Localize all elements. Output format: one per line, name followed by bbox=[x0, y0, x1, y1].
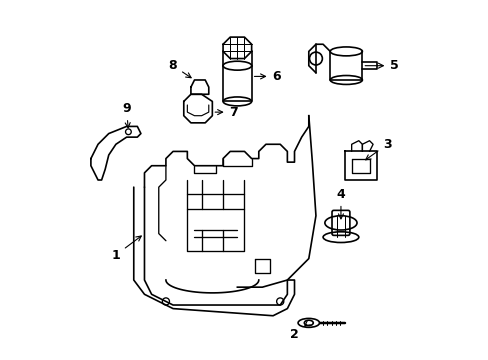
Text: 8: 8 bbox=[168, 59, 191, 78]
Text: 9: 9 bbox=[122, 102, 131, 128]
Text: 2: 2 bbox=[289, 321, 310, 341]
Text: 1: 1 bbox=[111, 236, 141, 261]
Text: 6: 6 bbox=[254, 70, 281, 83]
Text: 3: 3 bbox=[365, 138, 391, 160]
Text: 5: 5 bbox=[365, 59, 398, 72]
Text: 7: 7 bbox=[215, 105, 238, 119]
Text: 4: 4 bbox=[336, 188, 345, 219]
